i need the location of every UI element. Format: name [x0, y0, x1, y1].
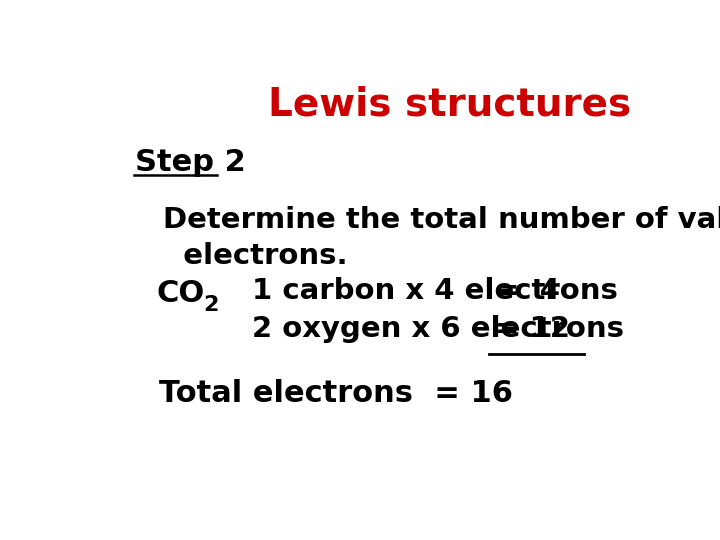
Text: Determine the total number of valence: Determine the total number of valence — [163, 206, 720, 234]
Text: CO: CO — [157, 279, 205, 308]
Text: = 12: = 12 — [495, 315, 570, 343]
Text: 1 carbon x 4 electrons: 1 carbon x 4 electrons — [252, 278, 618, 306]
Text: 2 oxygen x 6 electrons: 2 oxygen x 6 electrons — [252, 315, 624, 343]
Text: electrons.: electrons. — [163, 241, 347, 269]
Text: Total electrons  = 16: Total electrons = 16 — [158, 379, 513, 408]
Text: Lewis structures: Lewis structures — [268, 85, 631, 124]
Text: 2: 2 — [203, 295, 219, 315]
Text: =  4: = 4 — [495, 278, 559, 306]
Text: Step 2: Step 2 — [135, 148, 246, 177]
